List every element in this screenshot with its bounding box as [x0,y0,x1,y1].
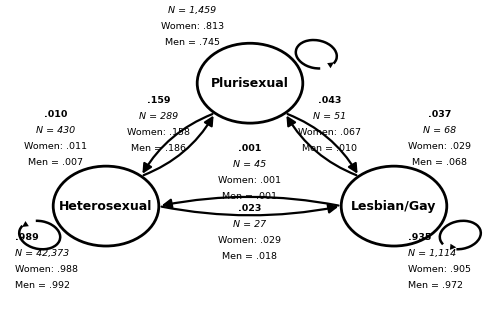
Text: Women: .813: Women: .813 [161,22,224,31]
Text: Men = .745: Men = .745 [165,38,220,47]
Text: N = 45: N = 45 [234,160,266,169]
Text: Men = .068: Men = .068 [412,158,467,167]
Text: .010: .010 [44,110,68,119]
Text: .037: .037 [428,110,452,119]
Text: .043: .043 [318,96,341,105]
Text: N = 1,459: N = 1,459 [168,6,216,15]
Text: Plurisexual: Plurisexual [211,77,289,90]
Text: Women: .029: Women: .029 [218,236,282,245]
Text: N = 27: N = 27 [234,220,266,229]
Text: Women: .905: Women: .905 [408,265,472,274]
Text: Lesbian/Gay: Lesbian/Gay [352,200,436,212]
Text: N = 51: N = 51 [312,112,346,121]
Text: Heterosexual: Heterosexual [60,200,152,212]
Text: N = 68: N = 68 [423,126,456,135]
Text: Men = .018: Men = .018 [222,252,278,261]
Text: .935: .935 [408,233,432,242]
Text: .989: .989 [15,233,38,242]
Text: N = 289: N = 289 [139,112,178,121]
Text: Women: .158: Women: .158 [128,128,190,137]
Text: Men = .186: Men = .186 [132,144,186,153]
Text: .001: .001 [238,144,262,153]
Text: N = 430: N = 430 [36,126,75,135]
Text: Men = .010: Men = .010 [302,144,356,153]
Text: Men = .992: Men = .992 [15,281,70,290]
Text: N = 42,373: N = 42,373 [15,249,69,258]
Text: Women: .011: Women: .011 [24,142,87,151]
Text: Men = .972: Men = .972 [408,281,464,290]
Text: Women: .988: Women: .988 [15,265,78,274]
Text: .159: .159 [147,96,171,105]
Text: .023: .023 [238,204,262,213]
Text: Men = .001: Men = .001 [222,192,278,201]
Text: Women: .001: Women: .001 [218,176,282,185]
Text: N = 1,114: N = 1,114 [408,249,457,258]
Text: Men = .007: Men = .007 [28,158,83,167]
Text: Women: .029: Women: .029 [408,142,471,151]
Text: Women: .067: Women: .067 [298,128,360,137]
